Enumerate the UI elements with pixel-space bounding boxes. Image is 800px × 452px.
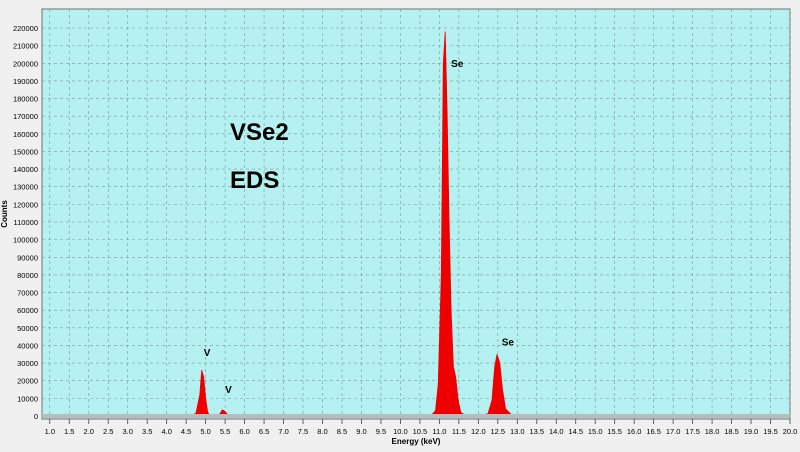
x-tick-label: 5.5 xyxy=(220,427,230,436)
y-tick-label: 60000 xyxy=(17,306,38,315)
x-tick-label: 3.0 xyxy=(122,427,132,436)
y-tick-label: 30000 xyxy=(17,359,38,368)
y-tick-label: 160000 xyxy=(13,130,38,139)
x-tick-label: 5.0 xyxy=(200,427,210,436)
x-tick-label: 7.0 xyxy=(278,427,288,436)
x-tick-label: 2.0 xyxy=(84,427,94,436)
y-tick-label: 170000 xyxy=(13,112,38,121)
x-tick-label: 17.5 xyxy=(685,427,700,436)
y-tick-label: 110000 xyxy=(14,218,38,227)
x-tick-label: 19.0 xyxy=(744,427,759,436)
x-tick-label: 14.5 xyxy=(568,427,583,436)
x-tick-label: 16.0 xyxy=(627,427,642,436)
y-tick-label: 180000 xyxy=(13,95,38,104)
x-tick-label: 2.5 xyxy=(103,427,113,436)
y-tick-label: 100000 xyxy=(13,236,38,245)
plot-area xyxy=(41,8,791,420)
x-tick-label: 9.0 xyxy=(356,427,366,436)
peak-label: V xyxy=(225,385,232,396)
x-tick-label: 12.0 xyxy=(471,427,486,436)
y-tick-label: 50000 xyxy=(17,324,38,333)
x-tick-label: 18.0 xyxy=(705,427,720,436)
x-tick-label: 19.5 xyxy=(763,427,778,436)
technique-text: EDS xyxy=(230,167,279,194)
x-tick-label: 12.5 xyxy=(491,427,506,436)
x-tick-label: 4.0 xyxy=(161,427,171,436)
x-tick-label: 11.5 xyxy=(452,427,466,436)
x-tick-label: 14.0 xyxy=(549,427,564,436)
y-axis-tick-labels: 0 10000 20000 30000 40000 50000 60000 70000 8000… xyxy=(13,24,38,421)
x-axis-tick-labels: 1.0 1.5 2.0 2.5 3.0 3.5 4.0 4.5 5.0 5.5 6.0 6.5 7.0 7… xyxy=(45,427,798,436)
x-tick-label: 15.0 xyxy=(588,427,603,436)
y-tick-label: 90000 xyxy=(17,253,38,262)
x-tick-label: 10.0 xyxy=(393,427,408,436)
y-tick-label: 70000 xyxy=(17,289,38,298)
y-axis-label: Counts xyxy=(0,200,9,228)
x-tick-label: 13.5 xyxy=(529,427,544,436)
y-tick-label: 150000 xyxy=(13,147,38,156)
x-tick-label: 8.0 xyxy=(317,427,327,436)
y-tick-label: 80000 xyxy=(17,271,38,280)
y-tick-label: 120000 xyxy=(13,200,38,209)
grid-lines xyxy=(42,9,791,424)
y-tick-label: 190000 xyxy=(13,77,38,86)
x-tick-label: 6.0 xyxy=(239,427,249,436)
x-tick-label: 8.5 xyxy=(337,427,347,436)
peak-annotations: Se Se V V xyxy=(204,59,515,396)
x-tick-label: 7.5 xyxy=(298,427,308,436)
x-tick-label: 3.5 xyxy=(142,427,152,436)
x-tick-label: 15.5 xyxy=(607,427,622,436)
x-tick-label: 18.5 xyxy=(724,427,739,436)
x-tick-label: 16.5 xyxy=(646,427,661,436)
y-tick-label: 40000 xyxy=(17,341,38,350)
x-tick-label: 11.0 xyxy=(432,427,446,436)
y-tick-label: 140000 xyxy=(13,165,38,174)
x-tick-label: 10.5 xyxy=(413,427,428,436)
x-tick-label: 1.5 xyxy=(64,427,74,436)
baseline-band xyxy=(42,414,790,418)
x-tick-label: 6.5 xyxy=(259,427,269,436)
x-tick-label: 4.5 xyxy=(181,427,191,436)
x-tick-label: 1.0 xyxy=(45,427,55,436)
peak-label: Se xyxy=(502,337,515,348)
y-tick-label: 20000 xyxy=(17,377,38,386)
peak-label: V xyxy=(204,348,211,359)
x-tick-label: 17.0 xyxy=(666,427,681,436)
y-tick-label: 220000 xyxy=(13,24,38,33)
y-tick-label: 130000 xyxy=(13,183,38,192)
y-tick-label: 0 xyxy=(34,412,38,421)
x-axis-label: Energy (keV) xyxy=(392,437,441,446)
y-tick-label: 10000 xyxy=(17,394,38,403)
sample-name-text: VSe2 xyxy=(230,119,289,146)
x-tick-label: 20.0 xyxy=(783,427,798,436)
y-tick-label: 200000 xyxy=(13,59,38,68)
y-tick-label: 210000 xyxy=(13,42,38,51)
x-tick-label: 9.5 xyxy=(376,427,386,436)
peak-label: Se xyxy=(451,59,464,70)
x-tick-label: 13.0 xyxy=(510,427,525,436)
